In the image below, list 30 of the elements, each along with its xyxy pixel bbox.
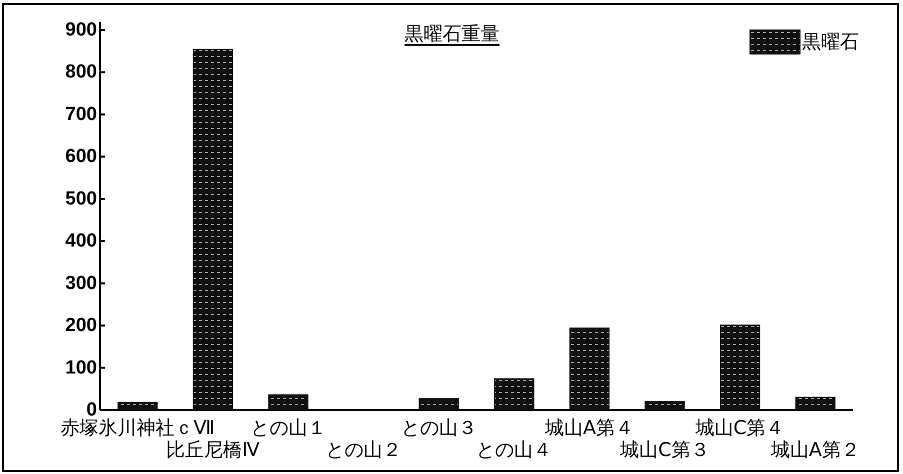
bar xyxy=(268,394,308,410)
y-tick-label: 200 xyxy=(65,315,97,336)
bar xyxy=(720,324,760,410)
y-tick-label: 600 xyxy=(65,146,97,168)
x-tick-label: との山４ xyxy=(476,439,552,461)
x-tick-label: との山２ xyxy=(326,439,402,461)
x-tick-label: との山３ xyxy=(400,417,477,439)
bar xyxy=(118,402,158,410)
bar xyxy=(418,398,459,410)
y-tick-label: 800 xyxy=(65,62,97,83)
y-tick-label: 100 xyxy=(65,357,97,378)
y-tick-label: 300 xyxy=(65,272,97,294)
x-tick-label: 城山A第２ xyxy=(770,439,860,461)
y-tick-label: 900 xyxy=(65,20,97,40)
x-tick-label: 城山C第４ xyxy=(694,417,785,439)
bar xyxy=(644,401,685,410)
y-tick-label: 400 xyxy=(65,230,97,252)
y-tick-label: 500 xyxy=(65,188,97,210)
x-tick-label: 城山C第３ xyxy=(619,439,710,461)
bar xyxy=(494,378,534,410)
y-tick-label: 700 xyxy=(65,104,97,125)
bar xyxy=(795,396,836,410)
bar xyxy=(192,48,234,410)
x-tick-label: 城山A第４ xyxy=(544,417,634,439)
legend: 黒曜石 xyxy=(750,30,859,54)
legend-label: 黒曜石 xyxy=(802,31,859,53)
chart-title: 黒曜石重量 xyxy=(404,23,500,45)
x-tick-label: 比丘尼橋Ⅳ xyxy=(166,439,260,461)
x-tick-label: との山１ xyxy=(250,417,326,439)
bar xyxy=(569,328,610,410)
